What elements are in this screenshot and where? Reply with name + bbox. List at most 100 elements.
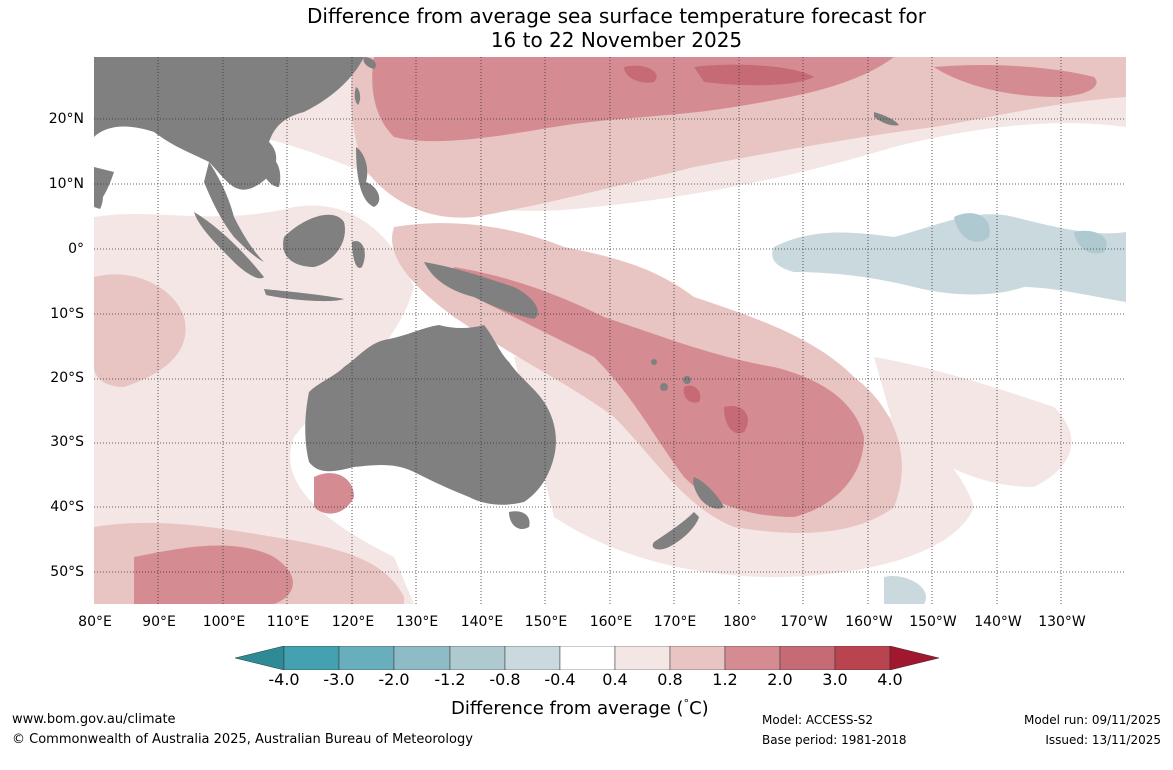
gridlines	[94, 57, 1126, 604]
anomaly-region-strong-tasman	[314, 473, 354, 514]
land-island-newcal	[660, 383, 668, 391]
colorbar-bin-10	[779, 646, 836, 670]
lon-label-160e: 160°E	[589, 614, 633, 630]
colorbar-bin-9	[724, 646, 781, 670]
colorbar-extend-high	[889, 646, 939, 670]
colorbar-bin-3	[393, 646, 451, 670]
colorbar-bin-1	[283, 646, 340, 670]
colorbar-tick-11: 4.0	[877, 670, 903, 689]
anomaly-region-hot-north	[694, 64, 814, 86]
land-sulawesi	[352, 241, 365, 268]
land-java	[264, 289, 344, 302]
anomaly-region-hot-central	[724, 406, 748, 434]
land-nz-south	[652, 512, 699, 550]
colorbar-bin-7	[614, 646, 671, 670]
land-philippines	[356, 147, 380, 207]
footer-website: www.bom.gov.au/climate	[12, 712, 176, 727]
lon-label-80e: 80°E	[78, 614, 112, 630]
lon-label-150w: 150°W	[909, 614, 957, 630]
lon-label-130w: 130°W	[1038, 614, 1086, 630]
lon-label-90e: 90°E	[142, 614, 176, 630]
colorbar-bin-2	[338, 646, 395, 670]
anomaly-shading	[94, 57, 1126, 604]
sst-anomaly-map	[94, 57, 1126, 604]
colorbar-tick-4: -0.8	[489, 670, 521, 689]
anomaly-region-strong-central	[452, 267, 864, 517]
land-new-guinea	[424, 262, 538, 319]
land-island-vanuatu	[651, 359, 657, 365]
anomaly-region-strong-southwest	[134, 545, 293, 604]
anomaly-region-mid-west	[94, 274, 186, 387]
colorbar-tick-5: -0.4	[544, 670, 576, 689]
land-indochina-east	[254, 147, 281, 187]
lon-label-140w: 140°W	[974, 614, 1022, 630]
colorbar-tick-9: 2.0	[767, 670, 793, 689]
colorbar-bin-4	[449, 646, 506, 670]
title-line-1: Difference from average sea surface temp…	[306, 4, 926, 28]
anomaly-region-hot-north-2	[624, 65, 657, 83]
anomaly-region-light-east	[874, 357, 1072, 487]
land-japan	[363, 57, 376, 69]
land-australia	[305, 325, 556, 505]
colorbar-bin-6	[559, 646, 616, 670]
colorbar-tick-6: 0.4	[602, 670, 628, 689]
colorbar-bin-5	[504, 646, 561, 670]
title-line-2: 16 to 22 November 2025	[490, 28, 743, 52]
colorbar-degree: °	[683, 697, 690, 710]
lat-label-10s: 10°S	[50, 306, 84, 322]
lon-label-170e: 170°E	[653, 614, 697, 630]
land-tasmania	[509, 511, 530, 530]
colorbar-extend-low	[235, 646, 285, 670]
anomaly-region-cool-equatorial	[772, 214, 1126, 302]
lat-label-50s: 50°S	[50, 564, 84, 580]
map-canvas	[94, 57, 1126, 604]
lat-label-40s: 40°S	[50, 499, 84, 515]
lon-label-160w: 160°W	[845, 614, 893, 630]
lat-label-20n: 20°N	[48, 111, 84, 127]
lon-label-130e: 130°E	[395, 614, 439, 630]
colorbar-tick-10: 3.0	[822, 670, 848, 689]
lon-label-180: 180°	[723, 614, 757, 630]
footer-base-period: Base period: 1981-2018	[762, 733, 907, 747]
footer-model: Model: ACCESS-S2	[762, 713, 874, 727]
lon-label-120e: 120°E	[331, 614, 375, 630]
land	[94, 57, 899, 550]
colorbar-label: Difference from average (	[451, 698, 684, 719]
lon-label-170w: 170°W	[780, 614, 828, 630]
anomaly-region-hot-central-2	[683, 385, 701, 403]
lat-label-0: 0°	[68, 241, 84, 257]
land-borneo	[283, 214, 345, 267]
anomaly-region-cool-core	[954, 213, 990, 242]
anomaly-region-cool-southeast	[884, 576, 926, 604]
land-nz-north	[693, 477, 724, 509]
colorbar-tick-2: -2.0	[378, 670, 410, 689]
colorbar-tick-7: 0.8	[657, 670, 683, 689]
lon-label-150e: 150°E	[524, 614, 568, 630]
anomaly-region-cool-core-2	[1074, 230, 1107, 254]
colorbar-title: Difference from average (°C)	[451, 697, 709, 719]
colorbar-tick-0: -4.0	[268, 670, 300, 689]
land-indochina	[204, 162, 264, 262]
land-taiwan	[354, 87, 361, 105]
colorbar-bin-11	[834, 646, 891, 670]
colorbar-tick-8: 1.2	[712, 670, 738, 689]
colorbar-bin-8	[669, 646, 726, 670]
lat-label-10n: 10°N	[48, 176, 84, 192]
land-sumatra	[194, 212, 264, 279]
lon-label-100e: 100°E	[202, 614, 246, 630]
lat-label-30s: 30°S	[50, 434, 84, 450]
footer-issued: Issued: 13/11/2025	[1045, 733, 1161, 747]
footer-copyright: © Commonwealth of Australia 2025, Austra…	[12, 732, 473, 747]
colorbar-unit: C)	[689, 698, 709, 719]
land-island-fiji	[683, 376, 691, 384]
lat-label-20s: 20°S	[50, 370, 84, 386]
colorbar-tick-3: -1.2	[434, 670, 466, 689]
land-sri-lanka	[94, 186, 103, 209]
lon-label-140e: 140°E	[460, 614, 504, 630]
footer-model-run: Model run: 09/11/2025	[1023, 713, 1161, 727]
anomaly-region-strong-northeast	[934, 65, 1097, 97]
lon-label-110e: 110°E	[266, 614, 310, 630]
colorbar-tick-1: -3.0	[323, 670, 355, 689]
chart-title: Difference from average sea surface temp…	[0, 4, 1173, 52]
colorbar	[235, 646, 939, 670]
